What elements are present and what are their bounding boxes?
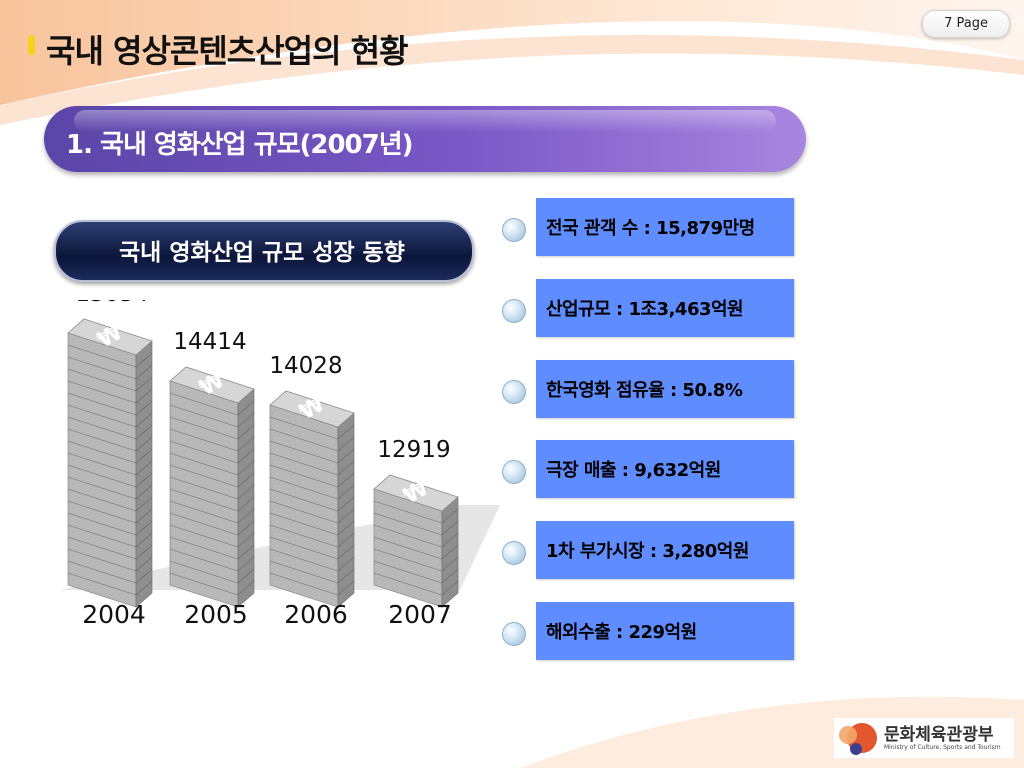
bullet-icon	[502, 460, 526, 484]
bullet-icon	[502, 380, 526, 404]
stat-box: 한국영화 점유율 : 50.8%	[536, 360, 794, 418]
ministry-emblem-icon	[839, 723, 877, 755]
year-label-2005: 2005	[184, 600, 248, 629]
stat-row-audience: 전국 관객 수 : 15,879만명	[500, 198, 800, 256]
year-label-2006: 2006	[284, 600, 348, 629]
stat-box: 해외수출 : 229억원	[536, 602, 794, 660]
section-header-bar	[44, 106, 806, 172]
bullet-icon	[502, 622, 526, 646]
stat-text: 산업규모 : 1조3,463억원	[546, 299, 744, 320]
bullet-icon	[502, 541, 526, 565]
ministry-logo: 문화체육관광부 Ministry of Culture, Sports and …	[834, 718, 1014, 758]
value-label-2007: 12919	[377, 437, 450, 463]
stat-row-industry-size: 산업규모 : 1조3,463억원	[500, 279, 800, 337]
bullet-icon	[502, 218, 526, 242]
year-label-2004: 2004	[82, 600, 146, 629]
year-label-2007: 2007	[388, 600, 452, 629]
title-marker	[28, 35, 35, 55]
ministry-name: 문화체육관광부	[884, 725, 994, 745]
stat-text: 1차 부가시장 : 3,280억원	[546, 541, 749, 562]
chart-title: 국내 영화산업 규모 성장 동향	[119, 240, 405, 266]
stat-text: 전국 관객 수 : 15,879만명	[546, 218, 755, 239]
stat-text: 해외수출 : 229억원	[546, 622, 697, 643]
stat-row-theater-sales: 극장 매출 : 9,632억원	[500, 440, 800, 498]
bar-stack-2007: ₩	[373, 474, 459, 608]
stat-row-market-share: 한국영화 점유율 : 50.8%	[500, 360, 800, 418]
ministry-english-name: Ministry of Culture, Sports and Tourism	[884, 744, 1001, 751]
bullet-icon	[502, 299, 526, 323]
bar-stack-2004: ₩	[67, 318, 153, 608]
chart-title-pill	[54, 220, 474, 282]
stat-row-ancillary-market: 1차 부가시장 : 3,280억원	[500, 521, 800, 579]
bar-stack-2005: ₩	[169, 366, 255, 608]
page-title: 국내 영상콘텐츠산업의 현황	[46, 32, 409, 70]
value-label-2005: 14414	[173, 329, 246, 355]
stat-box: 산업규모 : 1조3,463억원	[536, 279, 794, 337]
section-title: 1. 국내 영화산업 규모(2007년)	[66, 130, 414, 160]
stat-box: 전국 관객 수 : 15,879만명	[536, 198, 794, 256]
value-label-2006: 14028	[269, 353, 342, 379]
bar-stack-2006: ₩	[269, 390, 355, 608]
stat-box: 1차 부가시장 : 3,280억원	[536, 521, 794, 579]
stat-row-exports: 해외수출 : 229억원	[500, 602, 800, 660]
stat-text: 극장 매출 : 9,632억원	[546, 460, 721, 481]
value-label-2004: 15034	[75, 300, 148, 307]
stat-text: 한국영화 점유율 : 50.8%	[546, 380, 743, 401]
page-number-badge: 7 Page	[922, 10, 1010, 38]
stat-box: 극장 매출 : 9,632억원	[536, 440, 794, 498]
bar-chart: ₩₩₩₩ 15034200414414200514028200612919200…	[60, 300, 500, 629]
